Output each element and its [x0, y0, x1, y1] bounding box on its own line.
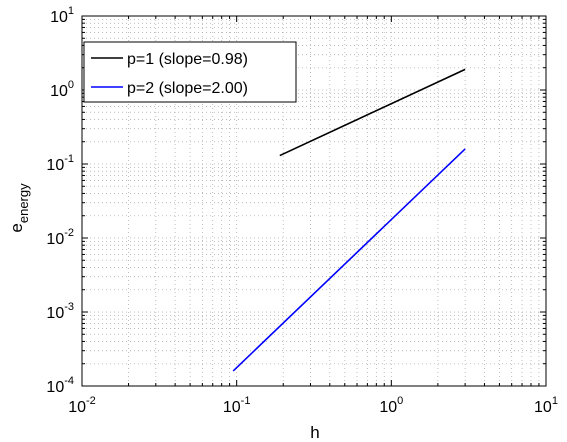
- y-tick-label-exponent: -4: [64, 375, 74, 387]
- y-tick-label: 10-2: [46, 227, 74, 248]
- y-tick-label-exponent: -2: [64, 227, 74, 239]
- y-tick-label: 10-4: [46, 375, 74, 396]
- y-tick-label-base: 10: [46, 231, 64, 248]
- x-tick-label-exponent: -1: [241, 395, 251, 407]
- y-tick-label: 101: [50, 5, 74, 26]
- y-tick-label: 100: [50, 79, 74, 100]
- series-line-1: [279, 68, 466, 157]
- legend-box: [83, 41, 297, 103]
- series-line-2: [232, 148, 466, 372]
- y-tick-label-base: 10: [46, 305, 64, 322]
- y-tick-label-base: 10: [50, 9, 68, 26]
- y-tick-label-base: 10: [46, 157, 64, 174]
- y-axis-label-subscript: energy: [16, 183, 31, 223]
- y-tick-label-exponent: 0: [68, 79, 74, 91]
- y-tick-label-base: 10: [50, 83, 68, 100]
- x-tick-label-base: 10: [68, 399, 86, 416]
- grid: [81, 15, 547, 387]
- y-axis-label: eenergy: [7, 183, 31, 233]
- x-tick-label: 10-1: [223, 395, 251, 416]
- x-tick-label-exponent: 0: [397, 395, 403, 407]
- x-axis-label: h: [310, 423, 319, 442]
- y-tick-label-exponent: -3: [64, 301, 74, 313]
- legend-label-p2: p=2 (slope=2.00): [127, 80, 248, 97]
- y-axis-label-base: e: [7, 223, 26, 232]
- y-tick-label: 10-3: [46, 301, 74, 322]
- legend-label-p1: p=1 (slope=0.98): [127, 51, 248, 68]
- y-tick-label-base: 10: [46, 379, 64, 396]
- x-tick-label-exponent: -2: [86, 395, 96, 407]
- x-tick-label-base: 10: [534, 399, 552, 416]
- y-tick-label: 10-1: [46, 153, 74, 174]
- x-tick-label: 101: [534, 395, 558, 416]
- plot-frame: [81, 15, 547, 387]
- x-tick-label-exponent: 1: [552, 395, 558, 407]
- legend: p=1 (slope=0.98) p=2 (slope=2.00): [83, 41, 297, 103]
- data-series: [232, 68, 466, 372]
- y-tick-label-exponent: -1: [64, 153, 74, 165]
- x-tick-label-base: 10: [223, 399, 241, 416]
- x-tick-label: 100: [379, 395, 403, 416]
- x-tick-label-base: 10: [379, 399, 397, 416]
- x-tick-label: 10-2: [68, 395, 96, 416]
- y-tick-label-exponent: 1: [68, 5, 74, 17]
